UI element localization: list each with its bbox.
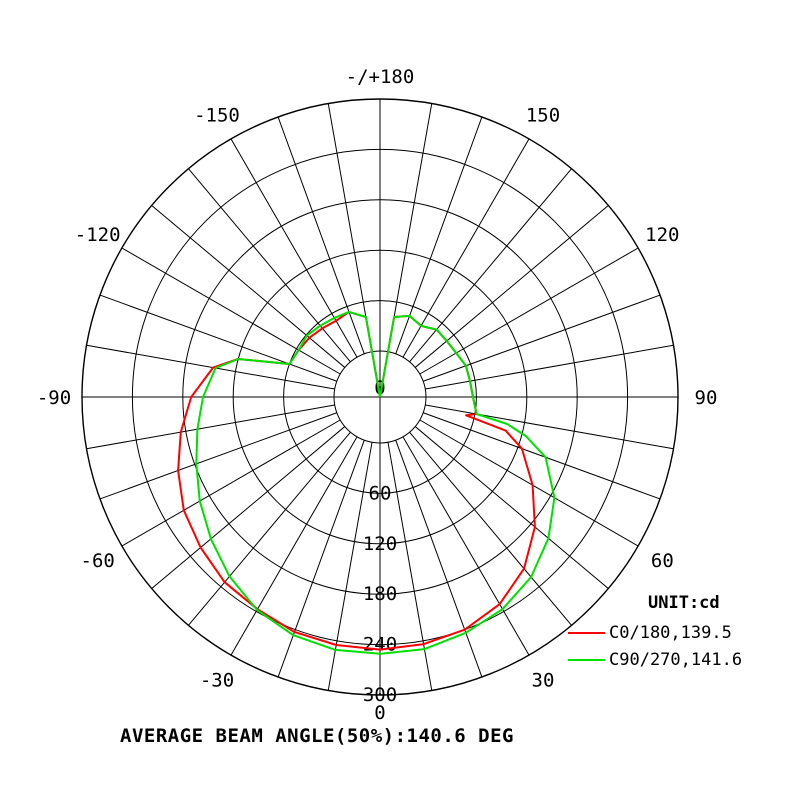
angle-label: -90: [37, 387, 71, 409]
grid-spoke: [151, 205, 346, 368]
grid-spoke: [395, 116, 483, 354]
series-curve-2: [195, 310, 556, 655]
grid-spoke: [277, 116, 365, 354]
grid-spoke: [402, 436, 530, 656]
grid-spoke: [99, 412, 337, 500]
angle-label: -60: [81, 550, 115, 572]
radial-tick-label: 120: [363, 533, 397, 555]
grid-spoke: [402, 138, 530, 358]
grid-spoke: [395, 440, 483, 678]
angle-label: 120: [645, 224, 679, 246]
grid-spoke: [86, 344, 335, 390]
beam-angle-caption: AVERAGE BEAM ANGLE(50%):140.6 DEG: [120, 725, 514, 747]
grid-spoke: [425, 344, 674, 390]
grid-spoke: [121, 419, 341, 547]
radial-tick-label: 180: [363, 583, 397, 605]
grid-spoke: [277, 440, 365, 678]
legend-label: C90/270,141.6: [609, 650, 742, 670]
unit-label: UNIT:cd: [648, 593, 720, 613]
grid-spoke: [99, 294, 337, 382]
radial-tick-label: 300: [363, 684, 397, 706]
angle-label: 90: [695, 387, 718, 409]
grid-spoke: [423, 412, 661, 500]
intensity-curves: [177, 310, 556, 655]
grid-spoke: [188, 168, 351, 363]
angle-labels: -/+180-150 150-120 120-90 90-60 60-30 300: [37, 66, 718, 724]
grid-spoke: [425, 404, 674, 450]
legend-label: C0/180,139.5: [609, 623, 732, 643]
grid-spoke: [409, 431, 572, 626]
angle-label: 60: [651, 550, 674, 572]
grid-spoke: [230, 436, 358, 656]
radial-tick-label: 60: [369, 482, 392, 504]
grid-spoke: [121, 247, 341, 375]
angle-label: -150: [194, 105, 240, 127]
grid-spoke: [387, 103, 433, 352]
grid-spoke: [414, 426, 609, 589]
angle-label: -/+180: [346, 66, 415, 88]
angle-label: 150: [526, 105, 560, 127]
legend: UNIT:cd C0/180,139.5 C90/270,141.6: [568, 593, 742, 670]
grid-spoke: [419, 419, 639, 547]
grid-spoke: [151, 426, 346, 589]
angular-grid-spokes: [82, 99, 678, 695]
radial-tick-label: 0: [374, 377, 385, 399]
grid-spoke: [327, 103, 373, 352]
angle-label: -120: [75, 224, 121, 246]
grid-spoke: [86, 404, 335, 450]
angle-label: -30: [200, 669, 234, 691]
grid-spoke: [423, 294, 661, 382]
radial-tick-labels: 0 60 120 180 240 300: [363, 377, 397, 706]
grid-spoke: [188, 431, 351, 626]
angle-label: 30: [532, 669, 555, 691]
radial-tick-label: 240: [363, 634, 397, 656]
angle-label: 0: [374, 702, 385, 724]
